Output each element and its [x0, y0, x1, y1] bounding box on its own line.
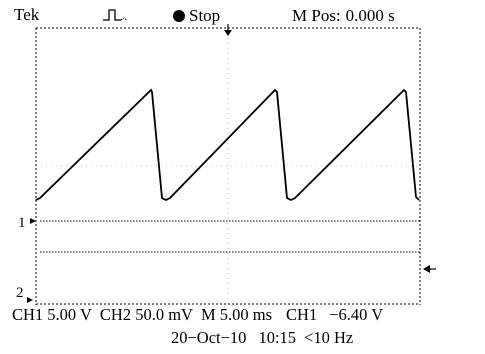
run-state-label: Stop [189, 6, 221, 25]
run-status: Stop [173, 6, 220, 26]
ch1-marker-label: 1 [18, 215, 26, 231]
trigger-position-marker-icon [224, 30, 232, 36]
time-label: 10:15 [258, 328, 297, 347]
ch1-sawtooth-trace [35, 88, 420, 202]
status-bar-top: CH1 5.00 V CH2 50.0 mV M 5.00 ms CH1 −6.… [12, 305, 384, 324]
date-label: 20−Oct−10 [171, 328, 247, 347]
mpos-label: M Pos: [292, 6, 341, 25]
timebase: M 5.00 ms [200, 305, 273, 324]
trigger-level-arrow-icon [423, 265, 430, 273]
status-bar-bottom: 20−Oct−10 10:15 <10 Hz [171, 328, 354, 347]
stop-dot-icon [173, 10, 185, 22]
trigger-source: CH1 [286, 305, 318, 324]
frequency-label: <10 Hz [304, 328, 354, 347]
trigger-pulse-icon [103, 9, 128, 21]
ch1-scale: CH1 5.00 V [12, 305, 92, 324]
trigger-level: −6.40 V [329, 305, 384, 324]
ch1-marker-icon [30, 218, 36, 224]
ch2-marker-icon [27, 297, 33, 303]
mpos-value: 0.000 s [345, 6, 395, 25]
ch2-marker-label: 2 [16, 285, 24, 301]
ch2-scale: CH2 50.0 mV [99, 305, 193, 324]
brand-label: Tek [14, 5, 40, 24]
main-position: M Pos: 0.000 s [292, 6, 395, 26]
